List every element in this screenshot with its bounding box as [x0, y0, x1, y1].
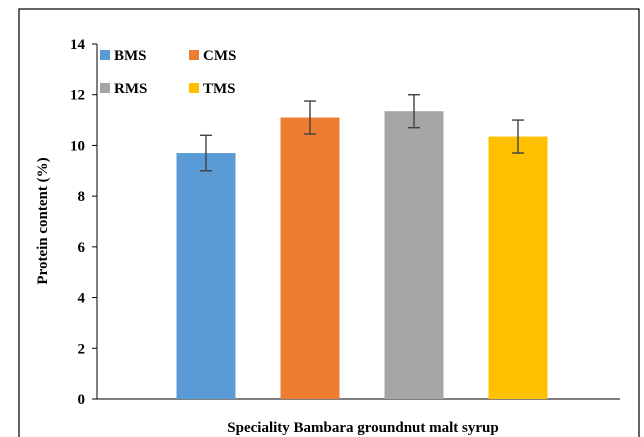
y-tick-label: 4	[78, 291, 86, 307]
legend-label-tms: TMS	[203, 81, 236, 97]
y-axis-title: Protein content (%)	[35, 157, 51, 284]
bar-bms	[176, 153, 236, 399]
legend: BMS CMS RMS TMS	[100, 48, 236, 97]
legend-label-cms: CMS	[203, 48, 236, 64]
y-tick-label: 10	[70, 138, 85, 154]
legend-swatch-cms	[189, 50, 199, 60]
bar-tms	[488, 136, 548, 399]
plot-area: 0 2 4 6 8 10 12 14	[70, 37, 620, 408]
y-tick-label: 2	[78, 341, 86, 357]
y-tick-label: 0	[78, 392, 86, 408]
legend-label-bms: BMS	[114, 48, 147, 64]
legend-swatch-rms	[100, 83, 110, 93]
y-tick-label: 6	[78, 240, 86, 256]
bar-cms	[280, 117, 340, 400]
y-tick-label: 8	[78, 189, 86, 205]
legend-swatch-tms	[189, 83, 199, 93]
y-tick-label: 12	[70, 88, 85, 104]
legend-swatch-bms	[100, 50, 110, 60]
bar-rms	[384, 111, 444, 400]
legend-label-rms: RMS	[114, 81, 147, 97]
x-axis-title: Speciality Bambara groundnut malt syrup	[227, 420, 498, 436]
y-tick-label: 14	[70, 37, 86, 53]
